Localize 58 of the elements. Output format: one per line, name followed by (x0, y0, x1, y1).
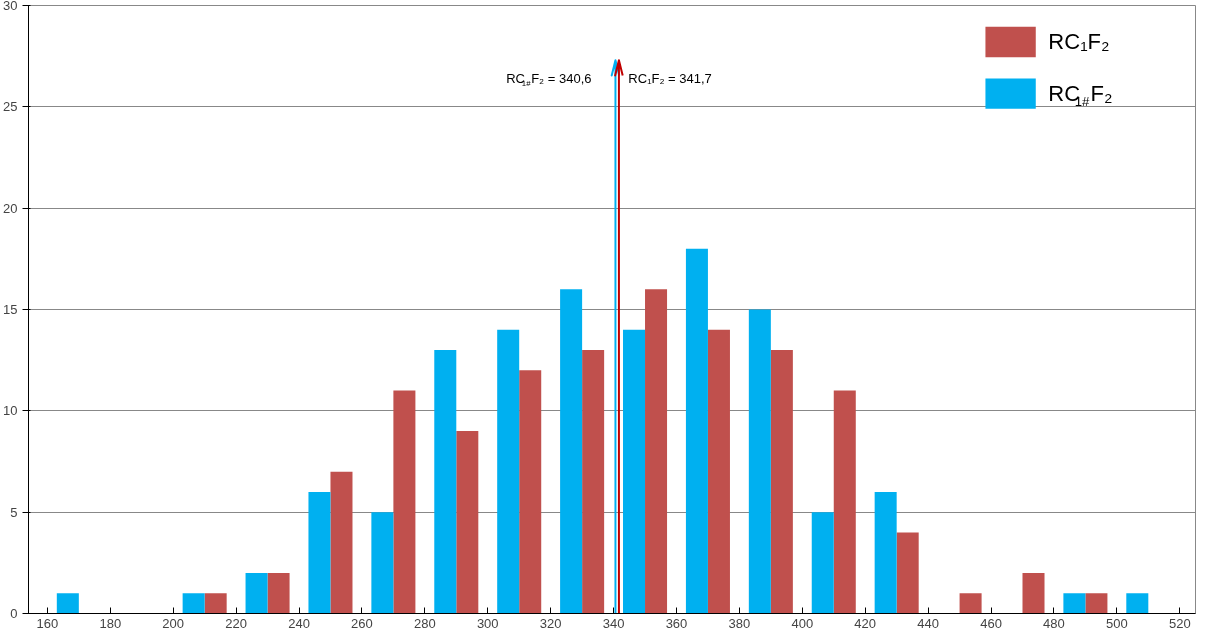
x-tick-label: 180 (99, 615, 122, 631)
bar (748, 309, 771, 614)
bar (330, 471, 353, 614)
bar (685, 248, 708, 614)
bar (308, 491, 331, 614)
x-tick-label: 340 (602, 615, 625, 631)
bar (267, 572, 290, 614)
y-tick-label: 25 (3, 99, 18, 115)
bar (1126, 593, 1149, 614)
y-tick-label: 15 (3, 302, 18, 317)
x-tick-label: 320 (539, 615, 562, 631)
y-tick-label: 10 (3, 403, 18, 419)
bar (393, 390, 416, 614)
bar (770, 350, 793, 614)
bar (874, 491, 897, 614)
x-tick-label: 240 (288, 615, 310, 631)
bar (896, 532, 919, 614)
x-tick-label: 360 (665, 615, 688, 631)
x-tick-label: 280 (413, 615, 436, 631)
x-tick-label: 260 (351, 615, 373, 631)
bar (1022, 572, 1045, 614)
bar (182, 593, 205, 614)
bar (707, 329, 730, 614)
bar (1085, 593, 1108, 614)
ref-line-label: RC₁F₂ = 341,7 (628, 70, 712, 86)
bar (959, 593, 982, 614)
x-tick-label: 520 (1168, 615, 1191, 631)
x-tick-label: 160 (36, 615, 59, 631)
bar (645, 289, 668, 614)
x-tick-label: 380 (728, 615, 751, 631)
y-tick-label: 0 (10, 606, 18, 621)
bar (560, 289, 583, 614)
x-tick-label: 480 (1043, 615, 1065, 631)
y-tick-label: 30 (3, 0, 18, 13)
bar (456, 431, 479, 614)
x-tick-label: 200 (162, 615, 185, 631)
x-tick-label: 400 (791, 615, 814, 631)
bar (497, 329, 520, 614)
x-tick-label: 420 (854, 615, 877, 631)
bar (833, 390, 856, 614)
bar (371, 512, 394, 614)
x-tick-label: 500 (1106, 615, 1128, 631)
bar (434, 350, 457, 614)
bar (56, 593, 79, 614)
x-tick-label: 220 (225, 615, 247, 631)
legend-label: RC₁F₂ (1048, 29, 1110, 55)
bar (1063, 593, 1086, 614)
bar (519, 370, 542, 614)
bar (811, 512, 834, 614)
bar (204, 593, 227, 614)
bar (623, 329, 646, 614)
x-tick-label: 440 (917, 615, 939, 631)
x-tick-label: 300 (476, 615, 499, 631)
bar (582, 350, 605, 614)
y-tick-label: 5 (10, 504, 18, 520)
y-tick-label: 20 (3, 200, 18, 216)
bar (245, 572, 268, 614)
x-tick-label: 460 (980, 615, 1002, 631)
